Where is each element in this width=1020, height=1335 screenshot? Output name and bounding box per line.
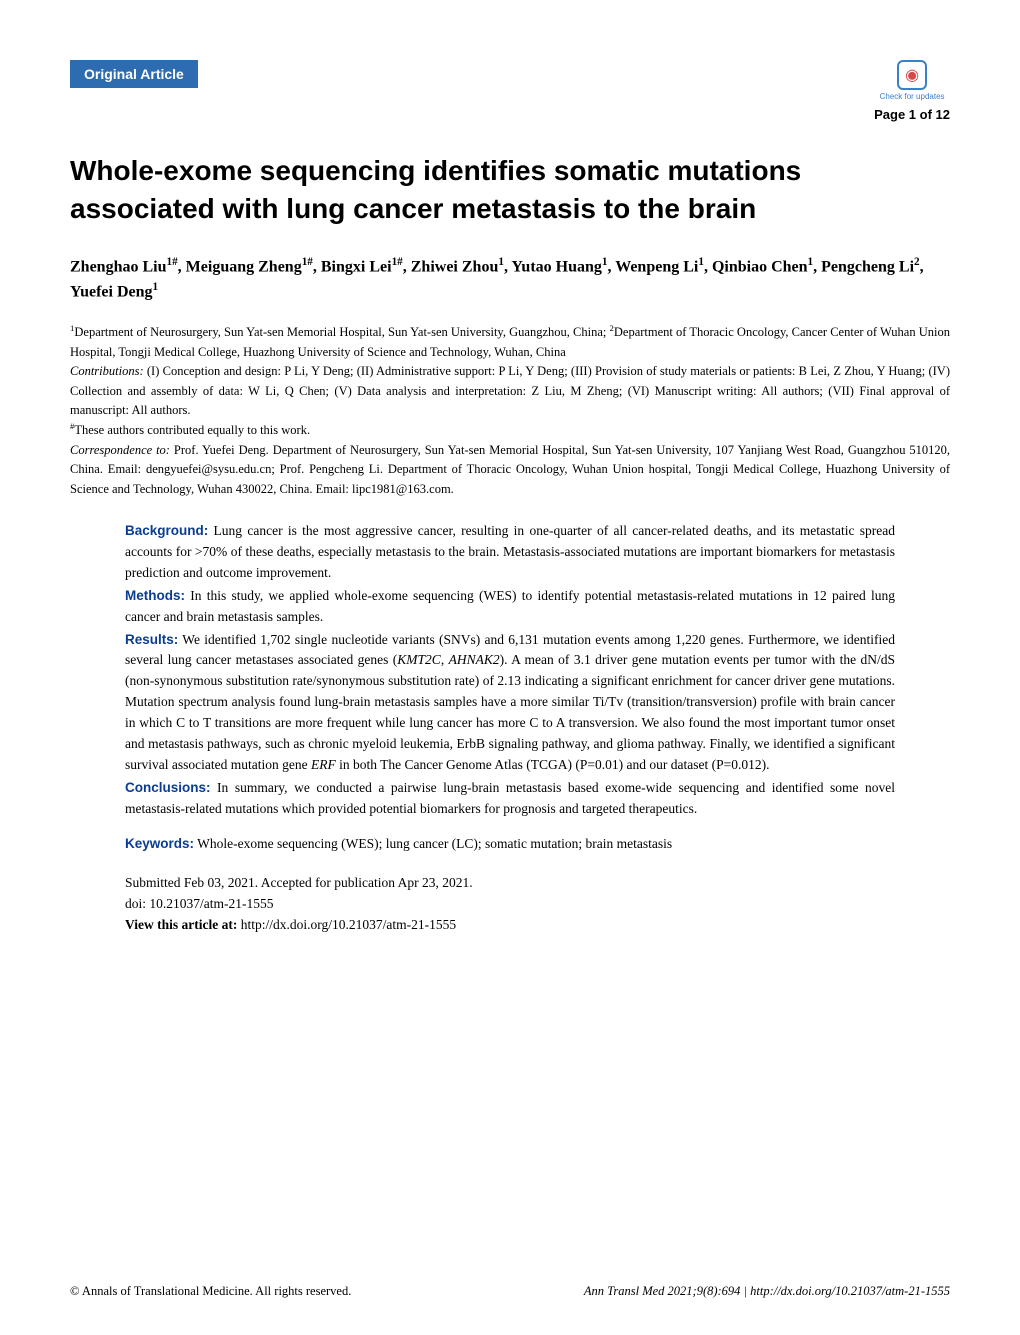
check-updates-label: Check for updates xyxy=(874,92,950,101)
footer-citation: Ann Transl Med 2021;9(8):694 | http://dx… xyxy=(584,1284,950,1299)
correspondence-line: Correspondence to: Prof. Yuefei Deng. De… xyxy=(70,441,950,499)
correspondence-text: Prof. Yuefei Deng. Department of Neurosu… xyxy=(70,443,950,496)
footer-copyright: © Annals of Translational Medicine. All … xyxy=(70,1284,351,1299)
page-indicator: Page 1 of 12 xyxy=(874,107,950,122)
submission-meta: Submitted Feb 03, 2021. Accepted for pub… xyxy=(125,873,895,936)
background-label: Background: xyxy=(125,523,208,538)
keywords-text: Whole-exome sequencing (WES); lung cance… xyxy=(194,836,672,851)
doi-line: doi: 10.21037/atm-21-1555 xyxy=(125,894,895,915)
equal-contribution-note: #These authors contributed equally to th… xyxy=(70,420,950,441)
results-section: Results: We identified 1,702 single nucl… xyxy=(125,630,895,776)
crossmark-icon: ◉ xyxy=(897,60,927,90)
results-text: We identified 1,702 single nucleotide va… xyxy=(125,632,895,773)
article-title: Whole-exome sequencing identifies somati… xyxy=(70,152,950,228)
header-right: ◉ Check for updates Page 1 of 12 xyxy=(874,60,950,122)
view-article-line: View this article at: http://dx.doi.org/… xyxy=(125,915,895,936)
contributions-label: Contributions: xyxy=(70,364,144,378)
conclusions-text: In summary, we conducted a pairwise lung… xyxy=(125,780,895,816)
check-updates-badge[interactable]: ◉ Check for updates xyxy=(874,60,950,101)
header-row: Original Article ◉ Check for updates Pag… xyxy=(70,60,950,122)
page-footer: © Annals of Translational Medicine. All … xyxy=(70,1284,950,1299)
methods-section: Methods: In this study, we applied whole… xyxy=(125,586,895,628)
abstract-block: Background: Lung cancer is the most aggr… xyxy=(70,521,950,936)
conclusions-section: Conclusions: In summary, we conducted a … xyxy=(125,778,895,820)
contributions-line: Contributions: (I) Conception and design… xyxy=(70,362,950,420)
background-text: Lung cancer is the most aggressive cance… xyxy=(125,523,895,580)
keywords-label: Keywords: xyxy=(125,836,194,851)
view-article-url[interactable]: http://dx.doi.org/10.21037/atm-21-1555 xyxy=(241,917,456,932)
contributions-text: (I) Conception and design: P Li, Y Deng;… xyxy=(70,364,950,417)
affiliation-departments: 1Department of Neurosurgery, Sun Yat-sen… xyxy=(70,322,950,362)
affiliations-block: 1Department of Neurosurgery, Sun Yat-sen… xyxy=(70,322,950,499)
view-article-label: View this article at: xyxy=(125,917,241,932)
article-type-badge: Original Article xyxy=(70,60,198,88)
background-section: Background: Lung cancer is the most aggr… xyxy=(125,521,895,584)
target-icon: ◉ xyxy=(905,65,919,85)
keywords-section: Keywords: Whole-exome sequencing (WES); … xyxy=(125,834,895,855)
conclusions-label: Conclusions: xyxy=(125,780,211,795)
results-label: Results: xyxy=(125,632,178,647)
submission-dates: Submitted Feb 03, 2021. Accepted for pub… xyxy=(125,873,895,894)
correspondence-label: Correspondence to: xyxy=(70,443,170,457)
methods-label: Methods: xyxy=(125,588,185,603)
author-list: Zhenghao Liu1#, Meiguang Zheng1#, Bingxi… xyxy=(70,254,950,305)
methods-text: In this study, we applied whole-exome se… xyxy=(125,588,895,624)
